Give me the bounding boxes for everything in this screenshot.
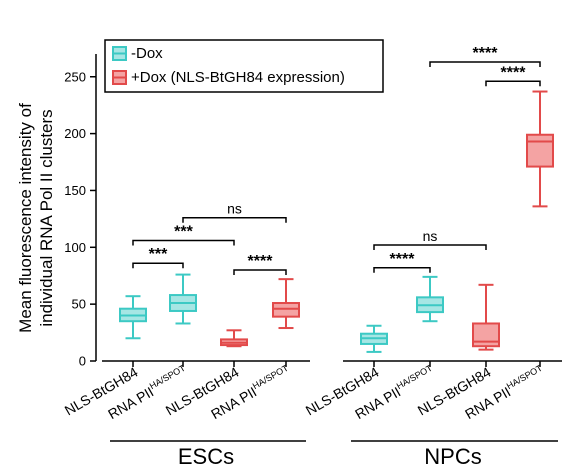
box-minus-dox bbox=[119, 295, 147, 340]
bracket-line bbox=[373, 267, 431, 273]
significance-label: **** bbox=[248, 253, 274, 270]
y-axis-title-line1: Mean fluorescence intensity of bbox=[16, 103, 35, 333]
x-tick-label-superscript: HA/SPOT bbox=[251, 363, 291, 392]
bracket-line bbox=[233, 269, 287, 276]
legend-label: +Dox (NLS-BtGH84 expression) bbox=[131, 69, 345, 86]
significance-bracket: **** bbox=[233, 253, 287, 276]
significance-bracket: **** bbox=[429, 45, 541, 67]
legend-label: -Dox bbox=[131, 45, 163, 62]
box-plus-dox bbox=[526, 90, 554, 208]
box-plus-dox bbox=[272, 278, 300, 330]
x-tick-label-superscript: HA/SPOT bbox=[148, 363, 188, 392]
bracket-line bbox=[485, 80, 541, 87]
significance-label: **** bbox=[390, 251, 416, 268]
significance-label: *** bbox=[174, 223, 193, 240]
bracket-line bbox=[132, 262, 184, 269]
significance-bracket: ns bbox=[182, 201, 287, 223]
x-tick-label-superscript: HA/SPOT bbox=[395, 363, 435, 392]
significance-bracket: ns bbox=[373, 228, 487, 251]
box-minus-dox bbox=[416, 275, 444, 323]
y-tick-label: 100 bbox=[64, 240, 86, 255]
y-tick-label: 200 bbox=[64, 126, 86, 141]
box-plus-dox bbox=[472, 283, 500, 351]
y-tick-label: 50 bbox=[72, 297, 86, 312]
significance-bracket: *** bbox=[132, 223, 235, 246]
legend-box bbox=[104, 39, 384, 93]
box-iqr bbox=[472, 322, 500, 348]
group-label: NPCs bbox=[424, 444, 481, 469]
significance-label: ns bbox=[423, 228, 438, 244]
y-axis: 0 50 100 150 200 250 bbox=[64, 54, 97, 369]
significance-label: **** bbox=[501, 64, 527, 81]
bracket-line bbox=[429, 61, 541, 67]
box-iqr bbox=[272, 302, 300, 318]
y-tick-label: 0 bbox=[79, 354, 86, 369]
significance-bracket: **** bbox=[373, 251, 431, 273]
y-tick-label: 150 bbox=[64, 183, 86, 198]
significance-label: ns bbox=[227, 201, 242, 217]
y-tick-label: 250 bbox=[64, 69, 86, 84]
box-minus-dox bbox=[360, 324, 388, 353]
box-minus-dox bbox=[169, 273, 197, 325]
box-iqr bbox=[526, 133, 554, 168]
box-plus-dox bbox=[220, 329, 248, 348]
legend: -Dox +Dox (NLS-BtGH84 expression) bbox=[104, 39, 384, 93]
bracket-line bbox=[132, 239, 235, 246]
significance-bracket: *** bbox=[132, 246, 184, 269]
bracket-line bbox=[373, 244, 487, 251]
x-tick-label-superscript: HA/SPOT bbox=[505, 363, 545, 392]
significance-label: **** bbox=[473, 45, 499, 62]
y-axis-title-line2: individual RNA Pol II clusters bbox=[37, 109, 56, 326]
group-label: ESCs bbox=[178, 444, 234, 469]
significance-label: *** bbox=[149, 246, 168, 263]
bracket-line bbox=[182, 216, 287, 223]
significance-bracket: **** bbox=[485, 64, 541, 87]
